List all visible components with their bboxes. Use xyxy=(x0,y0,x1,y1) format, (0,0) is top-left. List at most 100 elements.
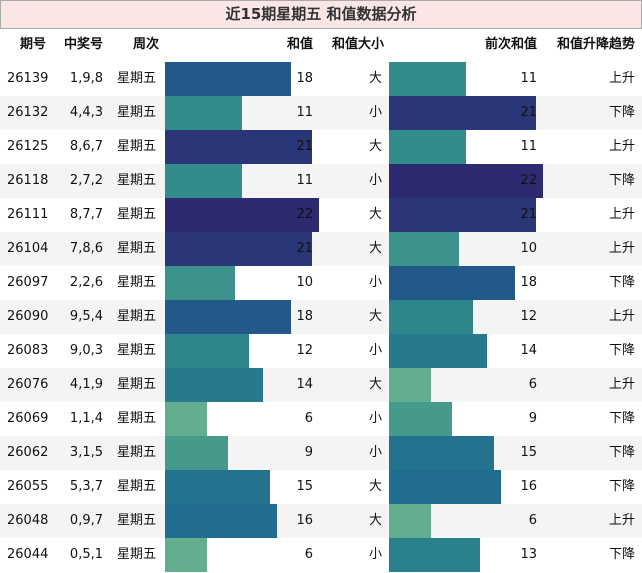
table-cell: 6 xyxy=(304,547,313,562)
value-bar xyxy=(165,300,291,334)
value-bar xyxy=(165,436,228,470)
value-bar xyxy=(165,504,277,538)
table-cell: 大 xyxy=(368,207,382,222)
column-header: 和值升降趋势 xyxy=(556,37,635,52)
table-cell: 18 xyxy=(520,275,537,290)
value-bar xyxy=(389,334,487,368)
table-cell: 26044 xyxy=(7,547,49,562)
value-bar xyxy=(165,538,207,572)
table-cell: 18 xyxy=(296,309,313,324)
table-cell: 6 xyxy=(304,411,313,426)
table-cell: 22 xyxy=(520,173,537,188)
table-row xyxy=(0,436,642,470)
table-row xyxy=(0,470,642,504)
table-cell: 12 xyxy=(520,309,537,324)
column-header: 前次和值 xyxy=(484,37,537,52)
table-cell: 星期五 xyxy=(117,445,157,460)
column-header: 和值大小 xyxy=(331,37,384,52)
table-cell: 星期五 xyxy=(117,105,157,120)
table-cell: 11 xyxy=(296,173,313,188)
table-title: 近15期星期五 和值数据分析 xyxy=(0,0,642,29)
value-bar xyxy=(389,300,473,334)
table-cell: 16 xyxy=(296,513,313,528)
table-cell: 上升 xyxy=(608,71,635,86)
table-cell: 26132 xyxy=(7,105,49,120)
table-cell: 9,5,4 xyxy=(69,309,103,324)
table-cell: 11 xyxy=(520,71,537,86)
table-row xyxy=(0,62,642,96)
table-cell: 15 xyxy=(296,479,313,494)
value-bar xyxy=(389,164,543,198)
table-cell: 26083 xyxy=(7,343,49,358)
value-bar xyxy=(165,130,312,164)
table-cell: 大 xyxy=(368,309,382,324)
table-cell: 上升 xyxy=(608,139,635,154)
table-cell: 星期五 xyxy=(117,377,157,392)
table-cell: 下降 xyxy=(608,479,635,494)
table-cell: 上升 xyxy=(608,513,635,528)
table-cell: 上升 xyxy=(608,377,635,392)
table-cell: 9 xyxy=(304,445,313,460)
table-cell: 星期五 xyxy=(117,275,157,290)
table-cell: 11 xyxy=(296,105,313,120)
table-cell: 小 xyxy=(368,547,382,562)
table-cell: 10 xyxy=(520,241,537,256)
table-cell: 26118 xyxy=(7,173,49,188)
table-cell: 小 xyxy=(368,343,382,358)
column-header: 期号 xyxy=(19,37,46,52)
table-cell: 0,5,1 xyxy=(69,547,103,562)
table-cell: 大 xyxy=(368,479,382,494)
table-cell: 小 xyxy=(368,411,382,426)
table-cell: 小 xyxy=(368,445,382,460)
table-cell: 6 xyxy=(528,513,537,528)
table-cell: 下降 xyxy=(608,343,635,358)
column-header: 周次 xyxy=(132,37,159,52)
table-cell: 12 xyxy=(296,343,313,358)
table-cell: 大 xyxy=(368,513,382,528)
table-cell: 26125 xyxy=(7,139,49,154)
table-cell: 26069 xyxy=(7,411,49,426)
table-cell: 1,1,4 xyxy=(69,411,103,426)
table-cell: 13 xyxy=(520,547,537,562)
table-cell: 21 xyxy=(520,105,537,120)
table-cell: 星期五 xyxy=(117,241,157,256)
table-cell: 下降 xyxy=(608,411,635,426)
table-cell: 大 xyxy=(368,71,382,86)
value-bar xyxy=(389,538,480,572)
table-cell: 4,1,9 xyxy=(69,377,103,392)
table-cell: 上升 xyxy=(608,309,635,324)
table-cell: 15 xyxy=(520,445,537,460)
table-cell: 26055 xyxy=(7,479,49,494)
value-bar xyxy=(165,368,263,402)
table-cell: 2,2,6 xyxy=(69,275,103,290)
table-cell: 0,9,7 xyxy=(69,513,103,528)
column-header: 和值 xyxy=(286,37,313,52)
table-row xyxy=(0,300,642,334)
table-cell: 9,0,3 xyxy=(69,343,103,358)
table-cell: 5,3,7 xyxy=(69,479,103,494)
table-cell: 16 xyxy=(520,479,537,494)
table-cell: 星期五 xyxy=(117,71,157,86)
table-row xyxy=(0,402,642,436)
table-cell: 9 xyxy=(528,411,537,426)
value-bar xyxy=(389,232,459,266)
value-bar xyxy=(165,198,319,232)
table-cell: 26139 xyxy=(7,71,49,86)
value-bar xyxy=(165,96,242,130)
table-cell: 21 xyxy=(296,241,313,256)
table-cell: 26097 xyxy=(7,275,49,290)
table-cell: 大 xyxy=(368,377,382,392)
table-cell: 26062 xyxy=(7,445,49,460)
value-bar xyxy=(389,402,452,436)
table-cell: 11 xyxy=(520,139,537,154)
value-bar xyxy=(389,62,466,96)
value-bar xyxy=(389,470,501,504)
value-bar xyxy=(165,334,249,368)
value-bar xyxy=(389,198,536,232)
table-cell: 大 xyxy=(368,241,382,256)
table-row xyxy=(0,538,642,572)
value-bar xyxy=(165,232,312,266)
table-cell: 10 xyxy=(296,275,313,290)
table-cell: 星期五 xyxy=(117,479,157,494)
table-cell: 8,7,7 xyxy=(69,207,103,222)
